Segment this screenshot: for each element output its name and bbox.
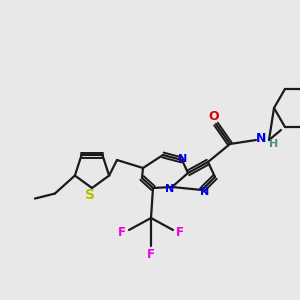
Text: F: F — [118, 226, 126, 239]
Text: H: H — [269, 139, 279, 149]
Text: O: O — [209, 110, 219, 124]
Text: S: S — [85, 188, 95, 202]
Text: F: F — [176, 226, 184, 239]
Text: F: F — [147, 248, 155, 262]
Text: N: N — [256, 133, 266, 146]
Text: N: N — [165, 184, 175, 194]
Text: N: N — [178, 154, 188, 164]
Text: N: N — [200, 187, 210, 197]
